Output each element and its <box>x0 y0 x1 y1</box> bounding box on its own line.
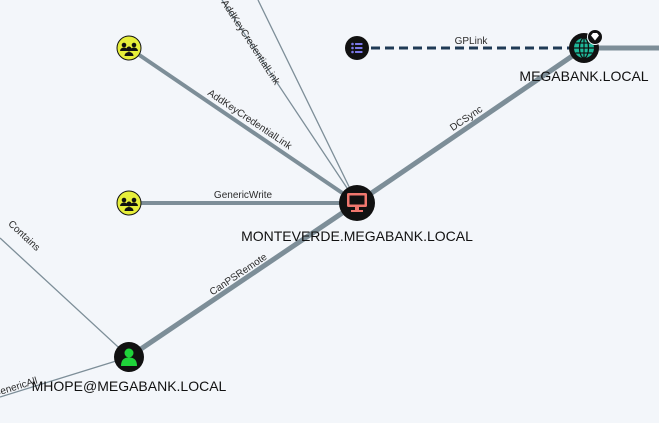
edge-label-genericwrite: GenericWrite <box>214 190 273 201</box>
edge-line-addkey-mid[interactable] <box>127 46 359 205</box>
node-group-2[interactable] <box>116 190 142 216</box>
diamond-icon <box>587 29 603 45</box>
computer-icon <box>347 193 367 212</box>
node-megabank[interactable] <box>569 29 603 64</box>
edge-label-layer: AddKeyCredentialLink AddKeyCredentialLin… <box>0 0 488 400</box>
edge-layer <box>0 0 659 398</box>
edge-line-canpsremote[interactable] <box>127 200 359 360</box>
list-icon <box>351 42 363 54</box>
edge-label-addkey-mid: AddKeyCredentialLink <box>205 88 294 153</box>
node-label-monteverde: MONTEVERDE.MEGABANK.LOCAL <box>241 228 473 244</box>
edge-line-genericall[interactable] <box>0 356 130 398</box>
edge-label-gplink: GPLink <box>455 36 489 47</box>
group-icon <box>120 197 138 211</box>
edge-line-contains[interactable] <box>0 237 130 358</box>
node-label-mhope: MHOPE@MEGABANK.LOCAL <box>32 378 227 394</box>
node-label-megabank: MEGABANK.LOCAL <box>519 68 648 84</box>
edge-line-dcsync[interactable] <box>355 45 586 206</box>
edge-line-offscreen-b[interactable] <box>257 0 358 204</box>
globe-icon <box>574 37 594 59</box>
node-monteverde[interactable] <box>339 185 375 221</box>
edge-label-addkey-top: AddKeyCredentialLink <box>219 0 283 88</box>
node-label-layer: MONTEVERDE.MEGABANK.LOCAL MEGABANK.LOCAL… <box>32 68 649 394</box>
edge-line-offscreen-a[interactable] <box>221 0 358 204</box>
node-group-1[interactable] <box>116 35 142 61</box>
node-mhope[interactable] <box>114 342 144 372</box>
group-icon <box>120 42 138 56</box>
node-gpo[interactable] <box>345 36 369 60</box>
edge-label-canpsremote: CanPSRemote <box>208 251 270 298</box>
user-icon <box>121 348 137 366</box>
